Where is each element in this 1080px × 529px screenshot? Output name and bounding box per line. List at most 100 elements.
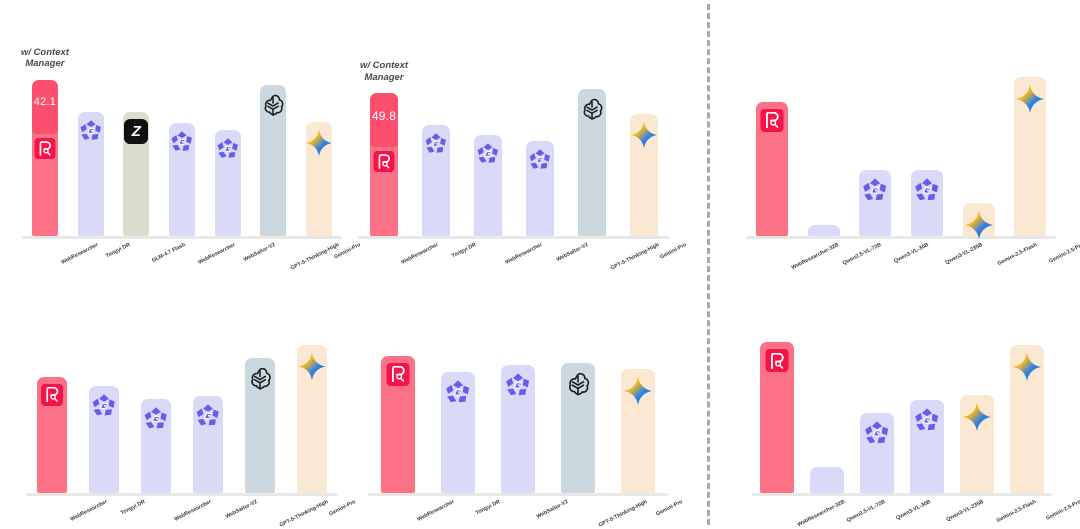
x-tick-label: Qwen3-VL-235B [944, 242, 985, 266]
qwen-logo-icon [195, 403, 221, 429]
qwen-logo-icon [913, 177, 940, 204]
x-tick-label: Tongyi DR [104, 242, 131, 260]
plot-area: 49.8 WebResearcher Tongyi DR [358, 60, 688, 272]
webresearcher-logo-icon [373, 150, 395, 172]
qwen-logo-icon [216, 137, 240, 161]
bar-top-right-1 [807, 224, 840, 236]
x-tick-label: Qwen2.5-VL-72B [845, 499, 887, 524]
bar-logo-wrapper [215, 137, 241, 165]
qwen-logo-icon [528, 148, 552, 172]
bar-logo-wrapper [960, 402, 994, 432]
x-tick-label: WebSailor-V2 [555, 242, 590, 264]
bar-logo-wrapper [1010, 352, 1044, 382]
gemini-sparkle-icon [1015, 84, 1045, 114]
x-tick-label: Gemini-2.5-Flash [996, 499, 1038, 525]
bar-logo-wrapper [260, 92, 286, 120]
gemini-sparkle-icon [964, 210, 994, 240]
plot-area: WebResearcher Tongyi DR [26, 332, 356, 529]
axis-baseline [746, 236, 1056, 239]
bar-logo-wrapper [297, 352, 327, 381]
axis-baseline [22, 236, 342, 239]
bar-value-label: 42.1 [33, 95, 56, 108]
bar-logo-wrapper [89, 393, 119, 422]
x-tick-label: Tongyi DR [119, 499, 146, 517]
glm-z-glyph: Z [131, 123, 141, 141]
webresearcher-logo-icon [765, 349, 789, 373]
x-tick-label: WebResearcher [504, 242, 544, 266]
bar-bottom-left-4 [245, 358, 275, 493]
bar-logo-wrapper [760, 349, 794, 379]
x-tick-label: WebResearcher [173, 499, 212, 523]
axis-baseline [358, 236, 670, 239]
x-tick-label: WebResearcher [60, 242, 100, 266]
x-tick-label: Tongyi DR [475, 499, 502, 517]
chart-top-middle: 49.8 WebResearcher Tongyi DR [358, 60, 688, 272]
qwen-logo-icon [505, 372, 532, 399]
x-tick-label: WebSailor-V2 [224, 499, 258, 521]
bar-logo-wrapper [501, 372, 535, 402]
x-tick-label: Gemini-Pro [655, 499, 685, 518]
qwen-logo-icon [143, 406, 169, 432]
context-manager-annotation: w/ Context Manager [359, 59, 409, 83]
bar-logo-wrapper [963, 210, 995, 240]
gemini-sparkle-icon [623, 376, 653, 406]
x-tick-label: Qwen2.5-VL-72B [841, 242, 883, 267]
openai-logo-icon [563, 370, 594, 401]
bar-logo-wrapper [860, 420, 894, 450]
chart-bottom-right: WebResearcher-32B Qwen2.5-VL-72B Qwen3-VL… [752, 322, 1080, 528]
bar-logo-wrapper [561, 370, 595, 400]
bar-logo-wrapper: Z [123, 119, 149, 147]
webresearcher-logo-icon [760, 108, 784, 132]
bar-logo-wrapper [305, 129, 333, 157]
qwen-logo-icon [476, 142, 500, 166]
context-manager-annotation: w/ Context Manager [20, 46, 69, 70]
bar-logo-wrapper [911, 177, 943, 207]
x-tick-label: Qwen3-VL-30B [895, 499, 933, 522]
bar-value-label: 49.8 [371, 109, 397, 123]
plot-area: WebResearcher-32B Qwen2.5-VL-72B Qwen3-VL… [746, 62, 1080, 271]
x-tick-label: GPT-5-Thinking-High [609, 242, 661, 272]
bar-logo-wrapper [578, 96, 606, 124]
plot-area: WebResearcher Tongyi DR [368, 342, 684, 529]
bar-logo-wrapper [859, 177, 891, 207]
bar-logo-wrapper [474, 142, 502, 170]
chart-bottom-middle: WebResearcher Tongyi DR [368, 342, 684, 529]
qwen-logo-icon [424, 132, 448, 156]
x-tick-label: WebResearcher-32B [791, 242, 841, 272]
qwen-logo-icon [91, 393, 117, 419]
x-tick-label: Gemini-2.5-Pro [1047, 242, 1080, 265]
gemini-sparkle-icon [962, 402, 992, 432]
qwen-logo-icon [445, 379, 472, 406]
x-tick-label: WebSailor-V2 [536, 499, 570, 521]
x-tick-label: Gemini-2.5-Flash [996, 242, 1039, 268]
bar-logo-wrapper [381, 362, 415, 393]
chart-top-right: WebResearcher-32B Qwen2.5-VL-72B Qwen3-VL… [746, 62, 1080, 271]
gemini-sparkle-icon [298, 352, 327, 381]
panel-divider [707, 4, 710, 525]
x-tick-label: WebResearcher [197, 242, 237, 266]
bar-logo-wrapper [756, 108, 788, 139]
x-tick-label: GPT-5-Thinking-High [278, 499, 329, 529]
x-tick-label: WebSailor-V2 [242, 242, 276, 264]
bar-logo-wrapper [245, 365, 275, 394]
webresearcher-logo-icon [34, 137, 56, 159]
axis-baseline [368, 493, 668, 496]
x-tick-label: Qwen3-VL-30B [892, 242, 930, 265]
bar-highlight-cap [370, 92, 398, 147]
bar-logo-wrapper [1014, 84, 1046, 114]
bar-logo-wrapper [630, 121, 658, 149]
x-tick-label: WebResearcher [400, 242, 440, 266]
bar-logo-wrapper [78, 119, 104, 147]
gemini-sparkle-icon [305, 129, 333, 157]
bar-logo-wrapper [169, 130, 195, 158]
qwen-logo-icon [862, 177, 889, 204]
webresearcher-logo-icon [386, 362, 410, 386]
bar-logo-wrapper [370, 150, 398, 179]
x-tick-label: WebResearcher-32B [797, 499, 847, 529]
plot-area: 42.1 WebResearcher Tongyi DR Z GLM-4.7 F… [21, 47, 362, 272]
qwen-logo-icon [864, 420, 891, 447]
x-tick-label: Gemini-Pro [327, 499, 357, 518]
x-tick-label: WebResearcher [69, 499, 108, 523]
bar-logo-wrapper [32, 137, 58, 166]
